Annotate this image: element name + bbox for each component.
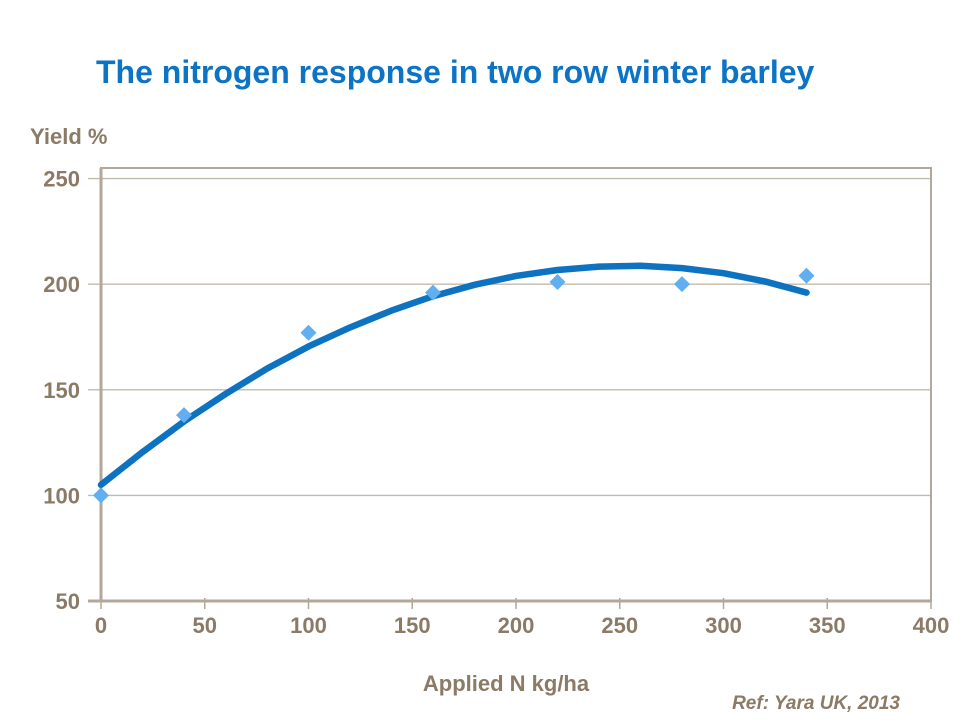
y-tick-label: 100 [43,483,80,508]
x-tick-label: 150 [394,613,431,638]
response-curve [97,262,810,489]
data-point-marker [176,407,192,424]
x-axis-label: Applied N kg/ha [422,671,590,696]
y-tick-label: 150 [43,378,80,403]
y-tick-label: 50 [56,589,80,614]
x-tick-label: 250 [601,613,638,638]
x-tick-label: 50 [193,613,217,638]
chart-title: The nitrogen response in two row winter … [96,54,815,90]
data-point-marker [425,284,441,301]
x-tick-label: 100 [290,613,327,638]
x-tick-label: 0 [95,613,107,638]
x-tick-label: 300 [705,613,742,638]
plot-border [100,167,932,602]
data-point-marker [93,487,109,504]
data-point-marker [674,276,690,293]
y-tick-label: 250 [43,167,80,192]
x-tick-label: 200 [498,613,535,638]
y-tick-label: 200 [43,272,80,297]
data-point-marker [549,274,566,291]
x-tick-label: 400 [913,613,950,638]
reference-note: Ref: Yara UK, 2013 [732,693,900,714]
y-axis-label: Yield % [30,124,108,149]
x-tick-label: 350 [809,613,846,638]
data-point-marker [300,324,317,341]
data-point-marker [798,267,815,284]
